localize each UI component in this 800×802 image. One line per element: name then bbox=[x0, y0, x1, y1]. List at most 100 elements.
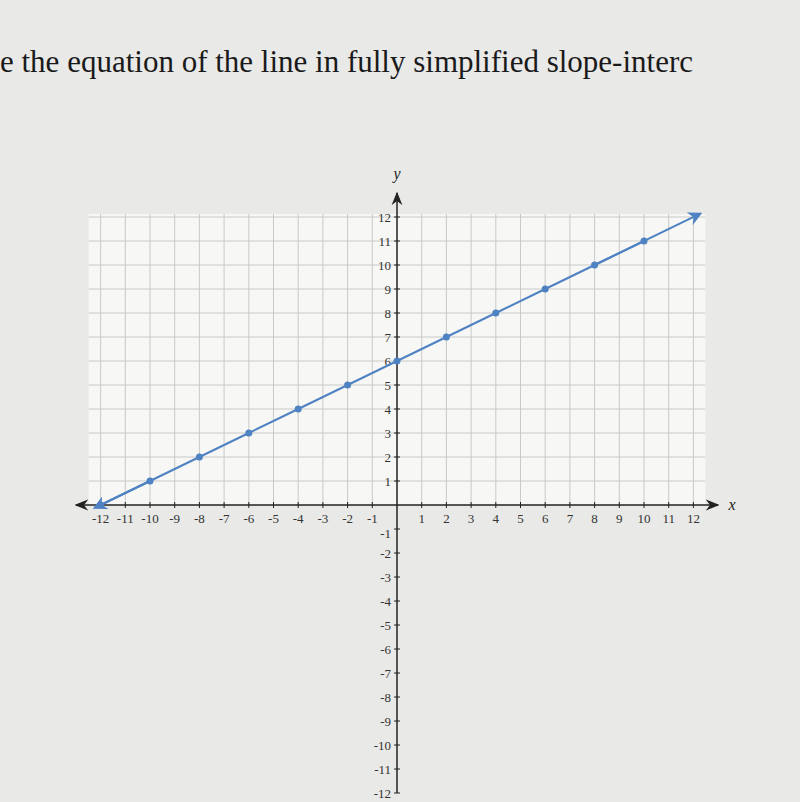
grid-line bbox=[668, 214, 669, 505]
x-tick bbox=[668, 502, 669, 508]
grid-line bbox=[298, 214, 299, 505]
x-tick-label: 3 bbox=[468, 511, 475, 526]
y-tick bbox=[394, 625, 400, 626]
x-tick-label: -6 bbox=[243, 511, 254, 526]
x-tick bbox=[199, 502, 200, 508]
x-tick bbox=[569, 502, 570, 508]
point bbox=[97, 502, 104, 509]
grid-line bbox=[569, 214, 570, 505]
y-tick-label: 8 bbox=[385, 306, 392, 321]
x-tick-label: 11 bbox=[662, 511, 675, 526]
x-tick bbox=[644, 502, 645, 508]
x-tick bbox=[224, 502, 225, 508]
y-tick-label: 4 bbox=[385, 402, 392, 417]
y-tick bbox=[394, 697, 400, 698]
y-tick-label: -12 bbox=[374, 786, 391, 801]
grid-line bbox=[372, 214, 373, 505]
y-tick bbox=[394, 481, 400, 482]
grid-line bbox=[89, 265, 706, 266]
grid-line bbox=[693, 214, 694, 505]
y-tick-label: 9 bbox=[385, 282, 392, 297]
y-axis-label: y bbox=[391, 165, 401, 183]
y-tick-label: 12 bbox=[378, 210, 391, 225]
y-tick bbox=[394, 313, 400, 314]
y-tick bbox=[394, 721, 400, 722]
y-tick bbox=[394, 457, 400, 458]
y-tick bbox=[394, 769, 400, 770]
x-tick-label: -4 bbox=[293, 511, 304, 526]
x-tick-label: 4 bbox=[493, 511, 500, 526]
y-tick-label: -7 bbox=[380, 666, 391, 681]
x-tick-label: 9 bbox=[616, 511, 623, 526]
y-tick-label: -5 bbox=[380, 618, 391, 633]
x-tick-label: -1 bbox=[367, 511, 378, 526]
x-tick-label: -7 bbox=[219, 511, 230, 526]
x-tick bbox=[421, 502, 422, 508]
grid-line bbox=[89, 337, 706, 338]
grid-line bbox=[89, 313, 706, 314]
grid-line bbox=[89, 481, 706, 482]
x-tick-label: -10 bbox=[141, 511, 158, 526]
x-tick bbox=[125, 502, 126, 508]
grid-line bbox=[89, 385, 706, 386]
y-tick bbox=[394, 553, 400, 554]
y-tick-label: -11 bbox=[374, 762, 391, 777]
point bbox=[245, 430, 252, 437]
grid-line bbox=[89, 457, 706, 458]
y-tick-label: 10 bbox=[378, 258, 391, 273]
y-tick bbox=[394, 337, 400, 338]
y-tick bbox=[394, 529, 400, 530]
grid-line bbox=[89, 217, 706, 218]
grid-line bbox=[644, 214, 645, 505]
grid-line bbox=[125, 214, 126, 505]
x-tick bbox=[372, 502, 373, 508]
grid-line bbox=[89, 241, 706, 242]
grid-line bbox=[495, 214, 496, 505]
x-tick bbox=[495, 502, 496, 508]
grid-line bbox=[174, 214, 175, 505]
y-tick-label: 7 bbox=[385, 330, 392, 345]
grid-line bbox=[520, 214, 521, 505]
grid-line bbox=[150, 214, 151, 505]
y-tick-label: -2 bbox=[380, 546, 391, 561]
point bbox=[147, 478, 154, 485]
y-tick-label: -10 bbox=[374, 738, 391, 753]
x-tick-label: -5 bbox=[268, 511, 279, 526]
y-tick-label: -1 bbox=[380, 526, 391, 541]
y-tick bbox=[394, 409, 400, 410]
chart: e the equation of the line in fully simp… bbox=[0, 0, 800, 802]
y-tick-label: 2 bbox=[385, 450, 392, 465]
x-tick-label: 10 bbox=[638, 511, 651, 526]
title: e the equation of the line in fully simp… bbox=[0, 44, 693, 79]
x-tick-label: 12 bbox=[687, 511, 700, 526]
grid-line bbox=[347, 214, 348, 505]
x-tick-label: 5 bbox=[517, 511, 524, 526]
y-tick bbox=[394, 241, 400, 242]
point bbox=[591, 262, 598, 269]
y-tick-label: -4 bbox=[380, 594, 391, 609]
y-tick bbox=[394, 433, 400, 434]
y-tick-label: -6 bbox=[380, 642, 391, 657]
x-tick bbox=[619, 502, 620, 508]
x-tick-label: -2 bbox=[342, 511, 353, 526]
x-tick bbox=[347, 502, 348, 508]
series-line bbox=[101, 241, 644, 505]
x-tick-label: -11 bbox=[117, 511, 134, 526]
y-tick bbox=[394, 649, 400, 650]
grid-line bbox=[446, 214, 447, 505]
y-tick bbox=[394, 577, 400, 578]
grid-line bbox=[471, 214, 472, 505]
y-tick bbox=[394, 265, 400, 266]
point bbox=[344, 382, 351, 389]
grid-line bbox=[594, 214, 595, 505]
y-tick-label: -3 bbox=[380, 570, 391, 585]
y-tick bbox=[394, 385, 400, 386]
x-tick-label: 2 bbox=[443, 511, 450, 526]
y-tick-label: 1 bbox=[385, 474, 392, 489]
x-tick bbox=[248, 502, 249, 508]
x-tick bbox=[594, 502, 595, 508]
y-tick-label: -8 bbox=[380, 690, 391, 705]
grid-line bbox=[273, 214, 274, 505]
grid-line bbox=[224, 214, 225, 505]
point bbox=[295, 406, 302, 413]
